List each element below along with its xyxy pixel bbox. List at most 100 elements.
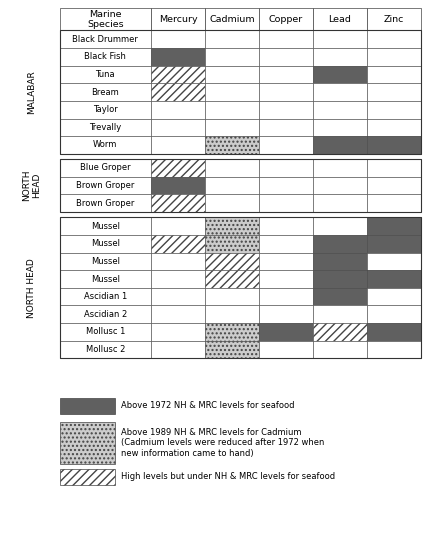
Bar (367, 101, 421, 119)
Bar (259, 8, 313, 30)
Bar (60, 159, 151, 177)
Bar (367, 119, 421, 136)
Bar (367, 217, 421, 235)
Bar (313, 194, 367, 212)
Bar (313, 323, 367, 341)
Bar (205, 323, 259, 341)
Bar (259, 66, 313, 83)
Bar (151, 83, 205, 101)
Bar (367, 136, 421, 154)
Bar (60, 398, 115, 414)
Bar (205, 8, 259, 30)
Bar (313, 159, 367, 177)
Bar (60, 159, 421, 212)
Bar (367, 305, 421, 323)
Bar (313, 217, 367, 235)
Bar (313, 177, 367, 194)
Bar (259, 101, 313, 119)
Bar (367, 48, 421, 66)
Bar (205, 136, 259, 154)
Bar (205, 194, 259, 212)
Text: NORTH
HEAD: NORTH HEAD (22, 170, 42, 201)
Text: High levels but under NH & MRC levels for seafood: High levels but under NH & MRC levels fo… (121, 473, 335, 481)
Bar (151, 101, 205, 119)
Bar (60, 422, 115, 464)
Bar (205, 270, 259, 288)
Bar (151, 217, 205, 235)
Bar (367, 341, 421, 358)
Text: Brown Groper: Brown Groper (76, 199, 135, 208)
Bar (259, 194, 313, 212)
Text: Above 1989 NH & MRC levels for Cadmium
(Cadmium levels were reduced after 1972 w: Above 1989 NH & MRC levels for Cadmium (… (121, 428, 325, 458)
Bar (313, 270, 367, 288)
Bar (151, 8, 205, 30)
Bar (60, 469, 115, 485)
Bar (60, 177, 151, 194)
Text: Mussel: Mussel (91, 257, 120, 266)
Bar (151, 30, 205, 48)
Bar (205, 253, 259, 270)
Bar (313, 30, 367, 48)
Bar (60, 270, 151, 288)
Bar (367, 194, 421, 212)
Bar (367, 323, 421, 341)
Bar (60, 30, 151, 48)
Bar (367, 30, 421, 48)
Text: Ascidian 2: Ascidian 2 (84, 310, 127, 319)
Bar (259, 30, 313, 48)
Text: Black Drummer: Black Drummer (72, 35, 138, 44)
Bar (259, 217, 313, 235)
Bar (60, 194, 151, 212)
Text: Cadmium: Cadmium (209, 15, 255, 23)
Text: NORTH HEAD: NORTH HEAD (27, 258, 37, 318)
Bar (60, 305, 151, 323)
Text: Black Fish: Black Fish (85, 52, 126, 61)
Text: Zinc: Zinc (384, 15, 404, 23)
Text: Ascidian 1: Ascidian 1 (84, 292, 127, 301)
Bar (151, 270, 205, 288)
Bar (151, 177, 205, 194)
Bar (205, 288, 259, 305)
Bar (151, 288, 205, 305)
Bar (259, 119, 313, 136)
Text: MALABAR: MALABAR (27, 70, 37, 114)
Bar (60, 8, 151, 30)
Bar (259, 253, 313, 270)
Bar (367, 83, 421, 101)
Bar (151, 48, 205, 66)
Bar (259, 235, 313, 253)
Bar (367, 159, 421, 177)
Bar (205, 119, 259, 136)
Bar (60, 83, 151, 101)
Bar (205, 217, 259, 235)
Bar (60, 288, 151, 305)
Bar (60, 341, 151, 358)
Text: Mercury: Mercury (159, 15, 198, 23)
Bar (367, 235, 421, 253)
Bar (151, 253, 205, 270)
Bar (60, 48, 151, 66)
Bar (151, 341, 205, 358)
Text: Trevally: Trevally (89, 123, 122, 132)
Text: Mussel: Mussel (91, 239, 120, 248)
Bar (367, 66, 421, 83)
Bar (60, 101, 151, 119)
Text: Taylor: Taylor (93, 105, 118, 114)
Bar (205, 48, 259, 66)
Bar (151, 136, 205, 154)
Bar (60, 217, 151, 235)
Bar (259, 159, 313, 177)
Bar (313, 341, 367, 358)
Bar (313, 66, 367, 83)
Bar (259, 341, 313, 358)
Bar (259, 270, 313, 288)
Bar (313, 235, 367, 253)
Bar (313, 136, 367, 154)
Bar (313, 305, 367, 323)
Text: Copper: Copper (269, 15, 303, 23)
Bar (313, 83, 367, 101)
Bar (205, 177, 259, 194)
Bar (367, 270, 421, 288)
Bar (151, 194, 205, 212)
Bar (259, 323, 313, 341)
